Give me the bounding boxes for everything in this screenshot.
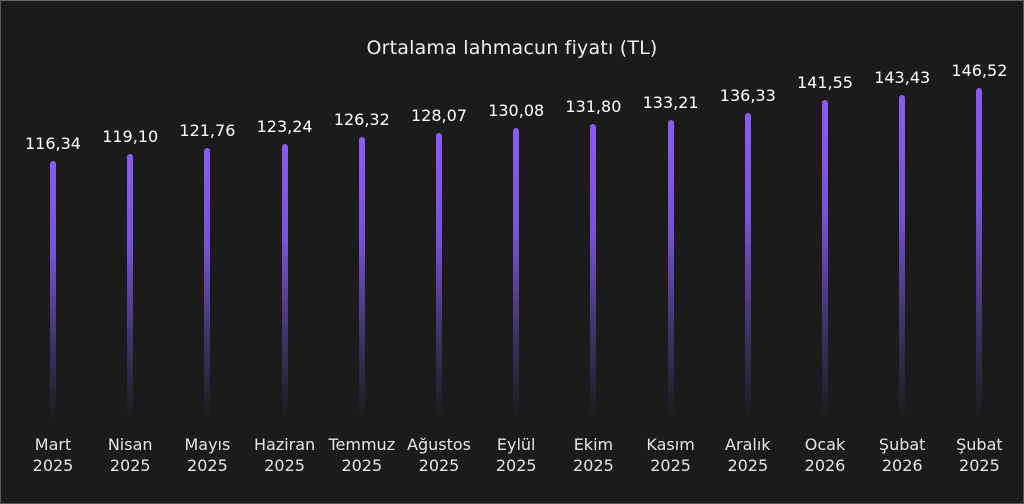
year-label: 2025 — [727, 456, 769, 475]
month-label: Aralık — [725, 435, 771, 454]
bar-column: 131,80 Ekim 2025 — [553, 0, 633, 504]
bar-column: 116,34 Mart 2025 — [13, 0, 93, 504]
bar-column: 136,33 Aralık 2025 — [708, 0, 788, 504]
bar — [50, 161, 56, 420]
value-label: 133,21 — [642, 93, 699, 112]
value-label: 143,43 — [874, 68, 931, 87]
bar — [127, 154, 134, 420]
category-label: Mayıs 2025 — [157, 434, 257, 476]
bar-column: 146,52 Şubat 2025 — [939, 0, 1019, 504]
month-label: Mayıs — [184, 435, 231, 454]
value-label: 136,33 — [719, 86, 776, 105]
category-label: Mart 2025 — [3, 434, 103, 476]
month-label: Nisan — [107, 435, 153, 454]
category-label: Temmuz 2025 — [312, 434, 412, 476]
category-label: Aralık 2025 — [698, 434, 798, 476]
bar — [667, 120, 674, 420]
month-label: Mart — [34, 435, 72, 454]
value-label: 119,10 — [102, 127, 159, 146]
year-label: 2025 — [573, 456, 614, 475]
bar-column: 143,43 Şubat 2026 — [862, 0, 942, 504]
bar-column: 123,24 Haziran 2025 — [245, 0, 325, 504]
year-label: 2025 — [650, 456, 691, 475]
year-label: 2025 — [495, 456, 537, 475]
bar — [976, 88, 983, 420]
month-label: Ocak — [804, 435, 846, 454]
value-label: 146,52 — [951, 61, 1008, 80]
year-label: 2025 — [418, 456, 460, 475]
month-label: Ekim — [573, 435, 614, 454]
bar — [513, 128, 520, 420]
month-label: Eylül — [496, 435, 536, 454]
year-label: 2026 — [804, 456, 846, 475]
value-label: 130,08 — [488, 101, 545, 120]
category-label: Şubat 2025 — [929, 434, 1024, 476]
month-label: Şubat — [956, 435, 1003, 454]
bar — [436, 133, 442, 420]
year-label: 2025 — [32, 456, 74, 475]
value-label: 141,55 — [797, 73, 853, 92]
value-label: 121,76 — [179, 121, 236, 140]
bar-column: 130,08 Eylül 2025 — [476, 0, 556, 504]
year-label: 2025 — [264, 456, 305, 475]
bar-column: 128,07 Ağustos 2025 — [399, 0, 479, 504]
bar-column: 133,21 Kasım 2025 — [631, 0, 711, 504]
chart-title: Ortalama lahmacun fiyatı (TL) — [366, 37, 658, 59]
bar-column: 121,76 Mayıs 2025 — [167, 0, 247, 504]
value-label: 128,07 — [411, 106, 467, 125]
category-label: Haziran 2025 — [235, 434, 335, 476]
month-label: Ağustos — [407, 435, 471, 454]
year-label: 2025 — [341, 456, 383, 475]
bar-column: 126,32 Temmuz 2025 — [322, 0, 402, 504]
year-label: 2025 — [187, 456, 228, 475]
month-label: Haziran — [253, 435, 316, 454]
bar — [204, 148, 211, 420]
bar — [281, 144, 288, 420]
month-label: Kasım — [646, 435, 695, 454]
bar — [822, 100, 828, 420]
category-label: Ağustos 2025 — [389, 434, 489, 476]
bar — [358, 137, 365, 420]
bar — [744, 113, 751, 420]
value-label: 126,32 — [333, 110, 390, 129]
bar-column: 141,55 Ocak 2026 — [785, 0, 865, 504]
month-label: Temmuz — [328, 435, 396, 454]
year-label: 2025 — [959, 456, 1000, 475]
year-label: 2025 — [109, 456, 151, 475]
value-label: 123,24 — [256, 117, 313, 136]
category-label: Ekim 2025 — [543, 434, 643, 476]
category-label: Nisan 2025 — [80, 434, 180, 476]
category-label: Kasım 2025 — [621, 434, 721, 476]
category-label: Eylül 2025 — [466, 434, 566, 476]
category-label: Ocak 2026 — [775, 434, 875, 476]
year-label: 2026 — [881, 456, 923, 475]
bar — [899, 95, 906, 420]
month-label: Şubat — [878, 435, 926, 454]
value-label: 131,80 — [565, 97, 622, 116]
bar — [590, 124, 597, 420]
bar-column: 119,10 Nisan 2025 — [90, 0, 170, 504]
category-label: Şubat 2026 — [852, 434, 952, 476]
value-label: 116,34 — [25, 134, 81, 153]
